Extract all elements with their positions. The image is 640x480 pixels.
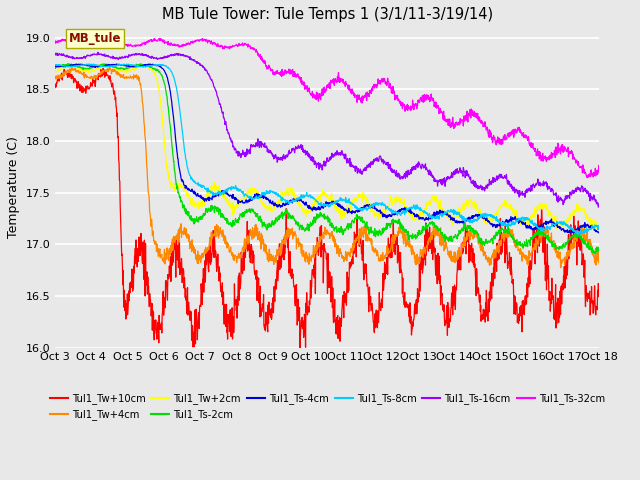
Tul1_Tw+10cm — [173, 233, 180, 239]
Line: Tul1_Ts-32cm: Tul1_Ts-32cm — [55, 38, 600, 178]
Tul1_Ts-32cm — [584, 175, 591, 180]
Tul1_Ts-4cm — [234, 197, 241, 203]
Tul1_Tw+2cm — [234, 205, 241, 211]
Tul1_Ts-2cm — [592, 251, 600, 257]
Tul1_Tw+4cm — [483, 255, 491, 261]
Line: Tul1_Ts-16cm: Tul1_Ts-16cm — [55, 52, 600, 207]
Tul1_Ts-32cm — [483, 124, 491, 130]
Tul1_Ts-8cm — [412, 206, 420, 212]
Tul1_Ts-8cm — [575, 231, 582, 237]
Tul1_Tw+2cm — [159, 127, 167, 132]
Tul1_Ts-2cm — [51, 64, 59, 70]
Tul1_Tw+2cm — [412, 215, 420, 221]
Line: Tul1_Ts-2cm: Tul1_Ts-2cm — [55, 64, 600, 254]
Tul1_Tw+4cm — [234, 254, 241, 260]
Tul1_Ts-2cm — [159, 77, 167, 83]
Tul1_Ts-4cm — [173, 144, 180, 150]
Tul1_Ts-16cm — [531, 183, 539, 189]
Tul1_Ts-32cm — [234, 43, 241, 48]
Tul1_Ts-8cm — [159, 62, 167, 68]
Tul1_Ts-8cm — [234, 185, 241, 191]
Tul1_Ts-16cm — [595, 204, 602, 210]
Tul1_Ts-4cm — [567, 231, 575, 237]
Tul1_Ts-32cm — [596, 166, 604, 171]
Tul1_Tw+2cm — [483, 217, 491, 223]
Tul1_Ts-4cm — [51, 63, 59, 69]
Tul1_Ts-32cm — [173, 42, 180, 48]
Tul1_Ts-16cm — [412, 163, 420, 168]
Tul1_Ts-8cm — [531, 221, 539, 227]
Tul1_Ts-32cm — [159, 39, 167, 45]
Tul1_Ts-32cm — [106, 36, 113, 41]
Tul1_Tw+2cm — [592, 227, 600, 233]
Tul1_Tw+4cm — [106, 64, 114, 70]
Tul1_Ts-4cm — [72, 61, 80, 67]
Tul1_Ts-4cm — [412, 212, 420, 218]
Tul1_Ts-2cm — [173, 181, 180, 187]
Title: MB Tule Tower: Tule Temps 1 (3/1/11-3/19/14): MB Tule Tower: Tule Temps 1 (3/1/11-3/19… — [162, 7, 493, 22]
Tul1_Tw+4cm — [531, 247, 539, 252]
Tul1_Tw+10cm — [596, 280, 604, 286]
Legend: Tul1_Tw+10cm, Tul1_Tw+4cm, Tul1_Tw+2cm, Tul1_Ts-2cm, Tul1_Ts-4cm, Tul1_Ts-8cm, T: Tul1_Tw+10cm, Tul1_Tw+4cm, Tul1_Tw+2cm, … — [45, 389, 609, 424]
Tul1_Tw+10cm — [296, 350, 304, 356]
Tul1_Ts-2cm — [483, 239, 491, 244]
Tul1_Ts-4cm — [159, 66, 167, 72]
Tul1_Ts-16cm — [159, 55, 167, 61]
Y-axis label: Temperature (C): Temperature (C) — [7, 136, 20, 239]
Tul1_Ts-8cm — [123, 61, 131, 67]
Tul1_Ts-16cm — [94, 49, 102, 55]
Tul1_Tw+10cm — [484, 310, 492, 315]
Text: MB_tule: MB_tule — [68, 32, 121, 45]
Tul1_Ts-32cm — [412, 101, 420, 107]
Tul1_Ts-16cm — [51, 52, 59, 58]
Tul1_Tw+10cm — [234, 294, 241, 300]
Tul1_Tw+4cm — [557, 265, 564, 271]
Tul1_Tw+4cm — [159, 259, 167, 264]
Tul1_Tw+2cm — [173, 186, 180, 192]
Line: Tul1_Ts-4cm: Tul1_Ts-4cm — [55, 64, 600, 234]
Tul1_Ts-16cm — [483, 184, 491, 190]
Tul1_Ts-16cm — [173, 50, 180, 56]
Tul1_Ts-8cm — [596, 222, 604, 228]
Line: Tul1_Tw+4cm: Tul1_Tw+4cm — [55, 67, 600, 268]
Tul1_Ts-8cm — [483, 213, 491, 218]
Tul1_Tw+2cm — [51, 68, 59, 74]
Tul1_Tw+10cm — [159, 288, 167, 294]
Tul1_Tw+2cm — [138, 61, 145, 67]
Tul1_Ts-2cm — [412, 235, 420, 241]
Line: Tul1_Tw+2cm: Tul1_Tw+2cm — [55, 64, 600, 230]
Tul1_Ts-2cm — [596, 245, 604, 251]
Tul1_Tw+4cm — [596, 262, 604, 268]
Tul1_Ts-4cm — [531, 226, 539, 232]
Tul1_Ts-2cm — [531, 233, 539, 239]
Tul1_Tw+10cm — [99, 65, 107, 71]
Tul1_Ts-4cm — [483, 217, 491, 223]
Tul1_Ts-8cm — [51, 61, 59, 67]
Tul1_Tw+10cm — [532, 233, 540, 239]
Tul1_Tw+4cm — [51, 76, 59, 82]
Tul1_Tw+10cm — [51, 84, 59, 90]
Tul1_Ts-16cm — [234, 148, 241, 154]
Tul1_Tw+2cm — [531, 208, 539, 214]
Tul1_Tw+10cm — [413, 297, 420, 302]
Tul1_Ts-2cm — [64, 61, 72, 67]
Tul1_Ts-32cm — [531, 145, 539, 151]
Tul1_Ts-16cm — [596, 202, 604, 208]
Tul1_Ts-8cm — [173, 86, 180, 92]
Line: Tul1_Tw+10cm: Tul1_Tw+10cm — [55, 68, 600, 353]
Tul1_Tw+4cm — [173, 233, 180, 239]
Tul1_Tw+4cm — [412, 262, 420, 268]
Tul1_Tw+2cm — [596, 227, 604, 232]
Tul1_Ts-2cm — [234, 217, 241, 223]
Line: Tul1_Ts-8cm: Tul1_Ts-8cm — [55, 64, 600, 234]
Tul1_Ts-32cm — [51, 40, 59, 46]
Tul1_Ts-4cm — [596, 228, 604, 234]
